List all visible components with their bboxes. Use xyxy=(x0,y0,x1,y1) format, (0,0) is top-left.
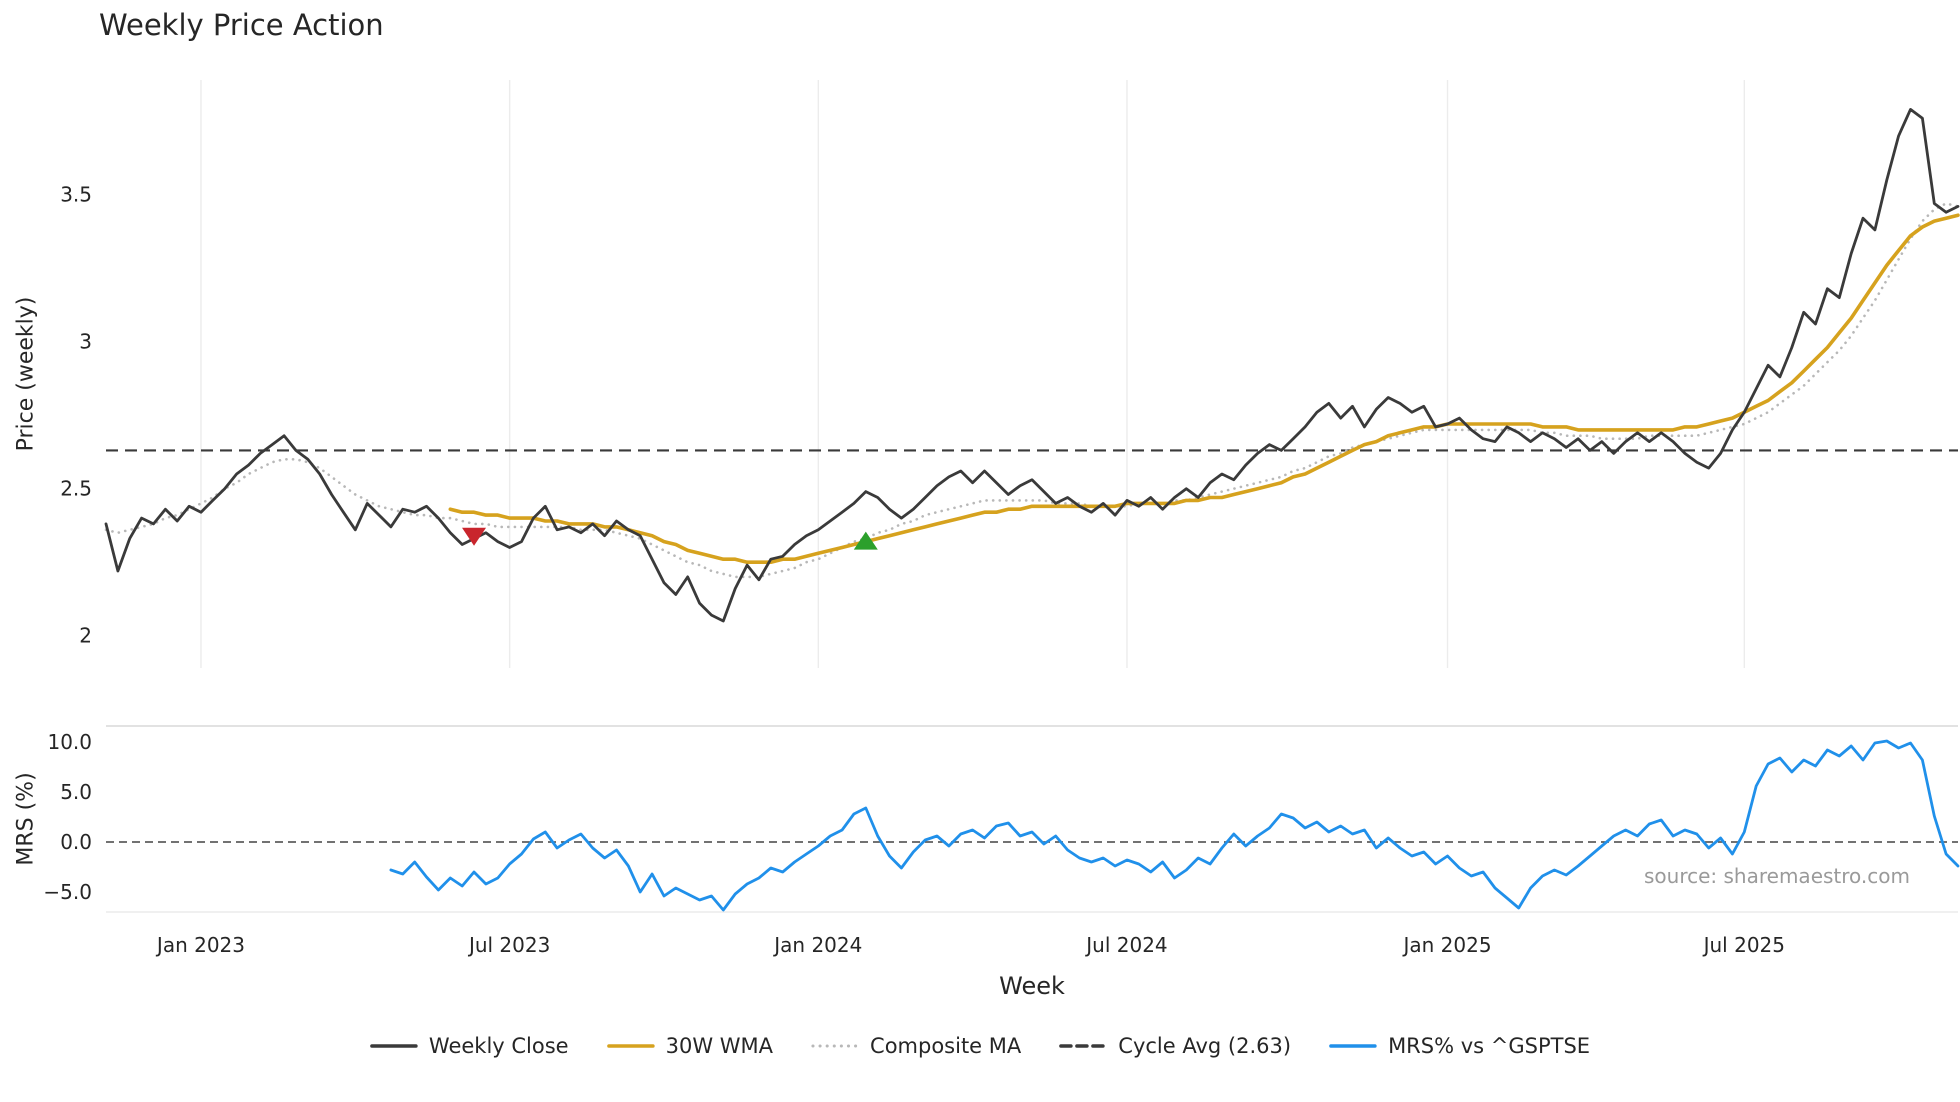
price-axis-label: Price (weekly) xyxy=(13,296,39,452)
mrs-y-tick-label: −5.0 xyxy=(43,880,92,904)
legend-swatch-solid-icon xyxy=(1329,1044,1377,1048)
mrs-y-tick-label: 0.0 xyxy=(60,830,92,854)
legend-item: 30W WMA xyxy=(606,1034,774,1058)
price-y-tick-label: 2.5 xyxy=(60,477,92,501)
price-y-tick-label: 2 xyxy=(79,624,92,648)
source-note: source: sharemaestro.com xyxy=(1644,864,1910,888)
legend-item-label: Weekly Close xyxy=(428,1034,569,1058)
legend-item-label: 30W WMA xyxy=(665,1034,774,1058)
chart-title: Weekly Price Action xyxy=(99,8,384,42)
composite-ma-line xyxy=(104,202,1960,579)
legend-swatch-dashed-icon xyxy=(1059,1044,1108,1048)
x-tick-label: Jul 2023 xyxy=(467,933,550,957)
price-y-tick-label: 3 xyxy=(79,330,92,354)
legend-swatch-solid-icon xyxy=(606,1044,655,1048)
legend-item-label: Cycle Avg (2.63) xyxy=(1118,1034,1292,1058)
legend-item: Weekly Close xyxy=(370,1034,569,1058)
legend-swatch-solid-icon xyxy=(370,1044,418,1048)
legend-item: MRS% vs ^GSPTSE xyxy=(1329,1034,1590,1058)
x-tick-label: Jul 2024 xyxy=(1084,933,1167,957)
x-tick-label: Jan 2023 xyxy=(155,933,245,957)
legend-item: Cycle Avg (2.63) xyxy=(1059,1034,1291,1058)
price-y-tick-label: 3.5 xyxy=(60,183,92,207)
x-axis-label: Week xyxy=(999,972,1065,1000)
legend-item-label: Composite MA xyxy=(870,1034,1022,1058)
mrs-y-tick-label: 10.0 xyxy=(47,730,92,754)
legend: Weekly Close 30W WMA Composite MA Cycle Avg… xyxy=(370,1034,1590,1058)
legend-item-label: MRS% vs ^GSPTSE xyxy=(1388,1034,1591,1058)
mrs-y-tick-label: 5.0 xyxy=(60,780,92,804)
sell-signal-marker xyxy=(462,527,487,546)
x-tick-label: Jan 2024 xyxy=(772,933,862,957)
mrs-line xyxy=(389,739,1960,912)
legend-item: Composite MA xyxy=(811,1034,1021,1058)
x-tick-label: Jul 2025 xyxy=(1702,933,1785,957)
weekly-close-line xyxy=(104,108,1960,623)
mrs-axis-label: MRS (%) xyxy=(13,772,39,866)
legend-swatch-dotted-icon xyxy=(811,1044,859,1048)
wma-line xyxy=(448,213,1960,565)
x-tick-label: Jan 2025 xyxy=(1401,933,1491,957)
buy-signal-marker xyxy=(853,531,878,550)
